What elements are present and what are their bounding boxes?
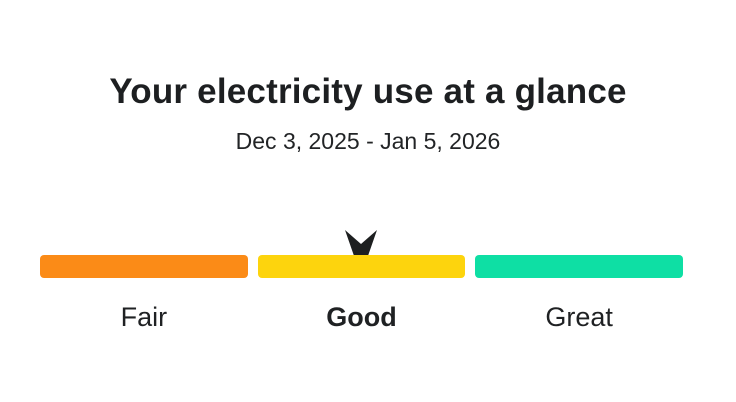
usage-scale-bar bbox=[40, 255, 684, 278]
scale-segment-good bbox=[257, 255, 466, 278]
scale-label-great: Great bbox=[545, 302, 613, 332]
date-range: Dec 3, 2025 - Jan 5, 2026 bbox=[235, 128, 501, 154]
scale-label-good: Good bbox=[326, 302, 397, 332]
scale-segment-fair bbox=[40, 255, 248, 278]
scale-label-fair: Fair bbox=[120, 302, 168, 332]
scale-segment-great bbox=[475, 255, 684, 278]
usage-scale-labels: Fair Good Great bbox=[40, 301, 683, 333]
page-title: Your electricity use at a glance bbox=[109, 72, 627, 112]
